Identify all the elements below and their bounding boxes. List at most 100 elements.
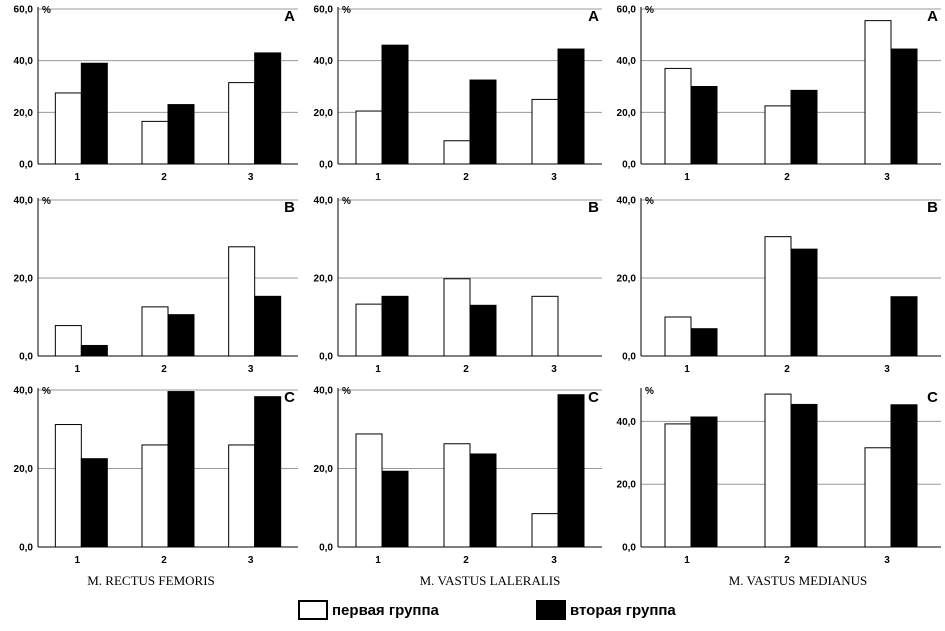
x-tick-label: 3: [551, 555, 557, 566]
x-tick-label: 2: [463, 172, 469, 183]
bar-c-m-rectus-femoris-cat2-first-group: [141, 444, 169, 548]
bar-c-m-vastus-laleralis-cat3-second-group: [557, 394, 585, 548]
panel-letter: A: [927, 8, 938, 25]
bar-b-m-vastus-medianus-cat1-second-group: [690, 328, 718, 357]
bar-b-m-vastus-medianus-cat2-first-group: [764, 236, 792, 357]
x-tick-label: 1: [75, 172, 81, 183]
panel-letter: C: [927, 389, 938, 406]
x-tick-label: 1: [684, 172, 690, 183]
muscle-label-vastus-medianus: M. VASTUS MEDIANUS: [728, 573, 868, 588]
unit-label: %: [645, 386, 654, 397]
y-tick-label: 20,0: [14, 274, 34, 285]
bar-a-m-vastus-laleralis-cat1-first-group: [355, 110, 383, 165]
y-tick-label: 0,0: [319, 543, 333, 554]
bar-c-m-vastus-laleralis-cat2-first-group: [443, 443, 471, 548]
x-tick-label: 1: [75, 555, 81, 566]
bar-c-m-vastus-medianus-cat1-first-group: [664, 423, 692, 548]
y-tick-label: 20,0: [617, 108, 637, 119]
x-tick-label: 3: [884, 364, 890, 375]
y-tick-label: 40,0: [314, 196, 334, 207]
x-tick-label: 1: [375, 364, 381, 375]
y-tick-label: 0,0: [622, 543, 636, 554]
bar-a-m-rectus-femoris-cat3-second-group: [254, 52, 282, 165]
panel-letter: A: [588, 8, 599, 25]
bar-c-m-rectus-femoris-cat1-first-group: [54, 424, 82, 548]
bar-c-m-rectus-femoris-cat2-second-group: [167, 391, 195, 548]
y-tick-label: 20,0: [617, 274, 637, 285]
y-tick-label: 60,0: [617, 5, 637, 16]
x-tick-label: 2: [784, 364, 790, 375]
y-tick-label: 0,0: [19, 543, 33, 554]
y-tick-label: 20,0: [617, 480, 637, 491]
y-tick-label: 0,0: [319, 160, 333, 171]
unit-label: %: [342, 196, 351, 207]
x-tick-label: 1: [375, 555, 381, 566]
bar-b-m-vastus-laleralis-cat3-first-group: [531, 295, 559, 357]
y-tick-label: 40,0: [14, 56, 34, 67]
bar-b-m-vastus-medianus-cat2-second-group: [790, 248, 818, 357]
unit-label: %: [645, 196, 654, 207]
y-tick-label: 40,0: [617, 196, 637, 207]
y-tick-label: 20,0: [14, 108, 34, 119]
x-tick-label: 2: [161, 555, 167, 566]
y-tick-label: 40,0: [314, 386, 334, 397]
legend-swatch-second-group: [536, 600, 566, 620]
y-tick-label: 40,0: [314, 56, 334, 67]
unit-label: %: [342, 386, 351, 397]
bar-b-m-vastus-medianus-cat1-first-group: [664, 316, 692, 357]
bar-c-m-vastus-laleralis-cat1-second-group: [381, 470, 409, 548]
x-tick-label: 3: [551, 172, 557, 183]
bar-a-m-vastus-medianus-cat3-first-group: [864, 20, 892, 165]
bar-a-m-rectus-femoris-cat3-first-group: [228, 82, 256, 165]
x-tick-label: 3: [884, 555, 890, 566]
x-tick-label: 1: [75, 364, 81, 375]
bar-c-m-vastus-laleralis-cat2-second-group: [469, 453, 497, 548]
bar-c-m-vastus-medianus-cat1-second-group: [690, 416, 718, 548]
bar-a-m-vastus-medianus-cat1-second-group: [690, 86, 718, 165]
muscle-label-rectus-femoris: M. RECTUS FEMORIS: [87, 573, 215, 588]
bar-a-m-rectus-femoris-cat1-first-group: [54, 92, 82, 165]
y-tick-label: 20,0: [14, 464, 34, 475]
unit-label: %: [42, 196, 51, 207]
bar-a-m-vastus-laleralis-cat2-second-group: [469, 79, 497, 165]
x-tick-label: 2: [463, 364, 469, 375]
y-tick-label: 40,0: [617, 56, 637, 67]
bar-a-m-vastus-medianus-cat2-second-group: [790, 89, 818, 165]
bar-c-m-vastus-medianus-cat3-second-group: [890, 404, 918, 548]
panel-letter: B: [588, 199, 599, 216]
y-tick-label: 20,0: [314, 108, 334, 119]
legend-second-group: вторая группа: [536, 597, 676, 623]
x-tick-label: 1: [684, 364, 690, 375]
y-tick-label: 60,0: [314, 5, 334, 16]
bar-c-m-rectus-femoris-cat3-first-group: [228, 444, 256, 548]
legend-label-first-group: первая группа: [332, 601, 439, 619]
y-tick-label: 40,0: [14, 196, 34, 207]
legend-label-second-group: вторая группа: [570, 601, 676, 619]
muscle-label-vastus-lateralis: M. VASTUS LALERALIS: [419, 573, 561, 588]
bar-a-m-vastus-medianus-cat3-second-group: [890, 48, 918, 165]
panel-letter: C: [588, 389, 599, 406]
x-tick-label: 2: [161, 364, 167, 375]
legend-first-group: первая группа: [298, 597, 439, 623]
unit-label: %: [645, 5, 654, 16]
bar-b-m-rectus-femoris-cat1-first-group: [54, 325, 82, 357]
x-tick-label: 3: [248, 555, 254, 566]
bar-a-m-vastus-laleralis-cat3-second-group: [557, 48, 585, 165]
x-tick-label: 3: [884, 172, 890, 183]
y-tick-label: 40,0: [617, 417, 637, 428]
unit-label: %: [342, 5, 351, 16]
unit-label: %: [42, 386, 51, 397]
bar-c-m-vastus-medianus-cat3-first-group: [864, 447, 892, 548]
bar-c-m-rectus-femoris-cat1-second-group: [80, 458, 108, 548]
y-tick-label: 0,0: [19, 352, 33, 363]
y-tick-label: 0,0: [19, 160, 33, 171]
legend-swatch-first-group: [298, 600, 328, 620]
